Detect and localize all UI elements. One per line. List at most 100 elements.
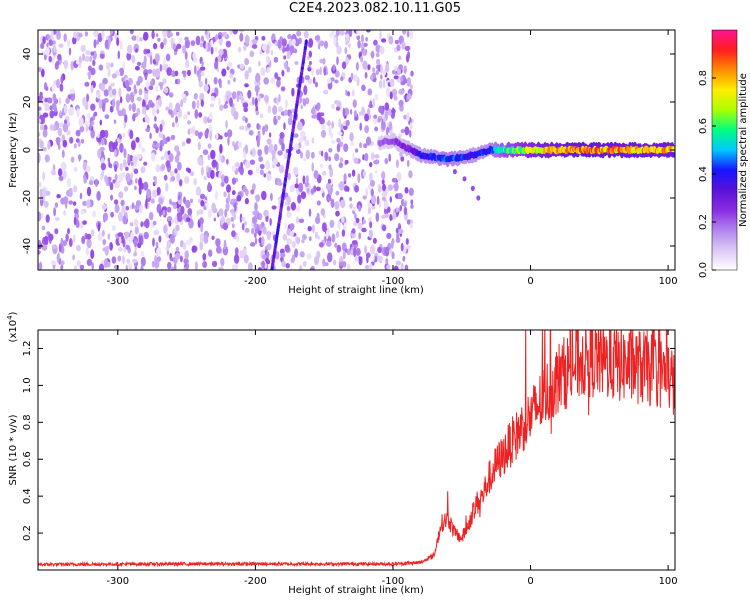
- noise-speckle: [202, 253, 207, 261]
- noise-speckle: [334, 100, 340, 105]
- noise-speckle: [204, 30, 208, 35]
- noise-speckle: [261, 43, 267, 52]
- noise-speckle: [123, 247, 127, 253]
- noise-speckle: [265, 259, 271, 265]
- noise-speckle: [226, 184, 231, 193]
- noise-speckle: [200, 35, 205, 42]
- noise-speckle: [165, 106, 170, 111]
- noise-speckle: [162, 210, 166, 216]
- noise-speckle: [331, 103, 336, 110]
- noise-speckle: [86, 258, 93, 266]
- noise-speckle: [398, 99, 404, 107]
- noise-speckle: [301, 238, 305, 244]
- noise-speckle: [260, 113, 264, 119]
- noise-speckle: [267, 105, 272, 114]
- noise-speckle: [280, 86, 286, 92]
- noise-speckle: [143, 181, 149, 191]
- noise-speckle: [102, 212, 108, 222]
- noise-speckle: [108, 176, 111, 187]
- noise-speckle: [395, 207, 399, 213]
- noise-speckle: [393, 265, 399, 270]
- noise-speckle: [63, 33, 67, 42]
- noise-speckle: [129, 129, 134, 140]
- noise-speckle: [204, 129, 209, 139]
- noise-speckle: [200, 99, 204, 107]
- noise-speckle: [266, 66, 271, 73]
- noise-speckle: [259, 169, 264, 176]
- noise-speckle: [211, 235, 215, 240]
- noise-speckle: [302, 234, 307, 241]
- noise-speckle: [75, 244, 81, 252]
- noise-speckle: [334, 201, 340, 210]
- noise-speckle: [194, 261, 198, 270]
- noise-speckle: [150, 198, 155, 204]
- noise-speckle: [152, 68, 157, 77]
- noise-speckle: [263, 77, 270, 85]
- noise-speckle: [160, 84, 163, 91]
- noise-speckle: [40, 68, 45, 78]
- noise-speckle: [389, 78, 395, 87]
- noise-speckle: [122, 171, 126, 178]
- noise-speckle: [143, 231, 149, 240]
- noise-speckle: [277, 181, 283, 186]
- noise-speckle: [308, 60, 312, 66]
- noise-speckle: [227, 79, 231, 85]
- noise-speckle: [166, 206, 172, 213]
- noise-speckle: [133, 252, 138, 257]
- noise-speckle: [375, 69, 380, 76]
- noise-speckle: [286, 205, 291, 212]
- noise-speckle: [300, 151, 303, 159]
- x-tick-label: -100: [382, 576, 405, 587]
- colorbar-label: Normalized spectral amplitude: [738, 73, 749, 227]
- noise-speckle: [334, 79, 339, 84]
- noise-speckle: [409, 130, 412, 138]
- noise-speckle: [264, 94, 269, 103]
- noise-speckle: [253, 222, 258, 229]
- noise-speckle: [365, 136, 372, 146]
- noise-speckle: [115, 100, 121, 107]
- noise-speckle: [108, 161, 111, 168]
- noise-speckle: [187, 69, 191, 77]
- noise-speckle: [252, 210, 256, 216]
- noise-speckle: [407, 78, 411, 86]
- noise-speckle: [45, 47, 50, 56]
- noise-speckle: [42, 188, 47, 198]
- noise-speckle: [181, 70, 187, 75]
- noise-speckle: [244, 227, 250, 233]
- noise-speckle: [369, 162, 373, 168]
- noise-speckle: [350, 140, 355, 147]
- noise-speckle: [288, 239, 291, 245]
- noise-speckle: [233, 77, 236, 82]
- noise-speckle: [83, 177, 87, 184]
- noise-speckle: [333, 36, 337, 46]
- noise-speckle: [396, 232, 400, 240]
- noise-speckle: [42, 36, 46, 45]
- tail-mark: [452, 169, 457, 175]
- noise-speckle: [384, 102, 390, 111]
- noise-speckle: [398, 228, 404, 234]
- noise-speckle: [245, 125, 248, 132]
- x-tick-label: 100: [659, 276, 678, 287]
- noise-speckle: [381, 196, 387, 201]
- noise-speckle: [144, 218, 150, 229]
- noise-speckle: [236, 234, 240, 243]
- noise-speckle: [199, 92, 205, 102]
- noise-speckle: [117, 255, 122, 262]
- snr-frame: [37, 329, 676, 571]
- noise-speckle: [272, 105, 278, 115]
- noise-speckle: [159, 123, 163, 133]
- noise-speckle: [374, 255, 378, 263]
- noise-speckle: [238, 166, 242, 173]
- noise-speckle: [72, 254, 75, 261]
- noise-speckle: [317, 112, 322, 121]
- noise-speckle: [254, 202, 258, 212]
- noise-speckle: [185, 239, 192, 246]
- noise-speckle: [359, 111, 362, 116]
- noise-speckle: [60, 161, 67, 172]
- noise-speckle: [242, 102, 249, 109]
- noise-speckle: [287, 172, 292, 181]
- noise-speckle: [378, 201, 382, 208]
- noise-speckle: [293, 133, 299, 139]
- noise-speckle: [79, 125, 85, 133]
- noise-speckle: [56, 78, 60, 89]
